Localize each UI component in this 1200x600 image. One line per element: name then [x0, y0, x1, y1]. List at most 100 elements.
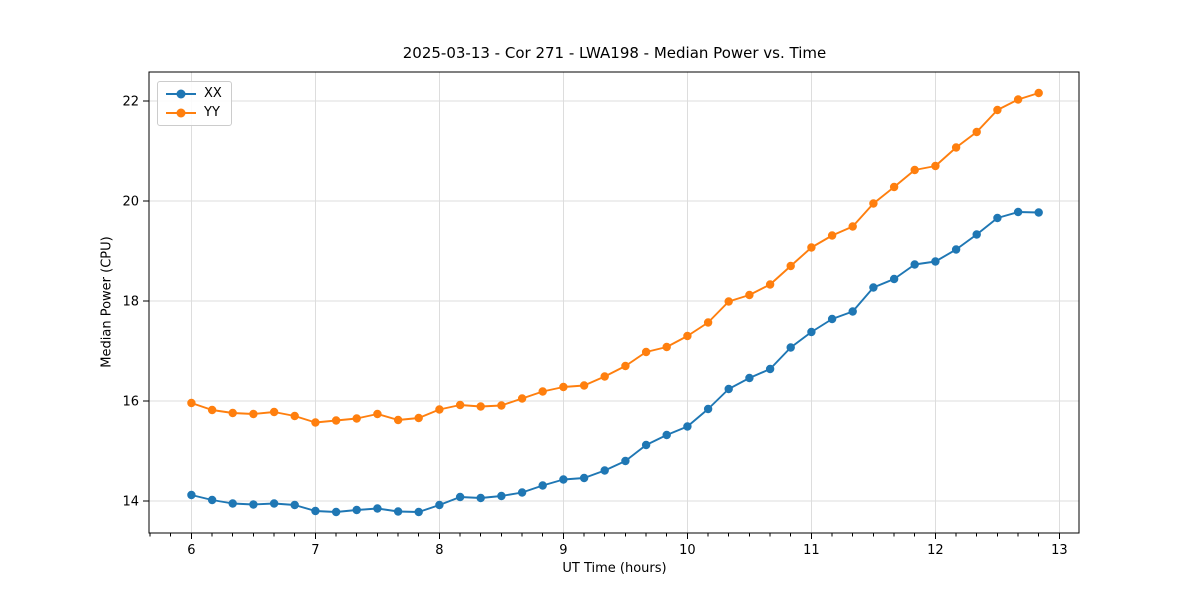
data-point-yy	[414, 413, 423, 423]
data-point-yy	[683, 331, 692, 341]
x-tick-label: 8	[435, 543, 443, 558]
data-point-yy	[517, 394, 527, 403]
data-point-yy	[931, 161, 940, 171]
data-point-xx	[269, 499, 279, 508]
data-point-xx	[621, 456, 630, 466]
data-point-xx	[910, 260, 919, 269]
data-point-yy	[476, 402, 485, 411]
data-point-xx	[476, 493, 485, 503]
data-point-yy	[1013, 95, 1023, 104]
data-point-yy	[827, 231, 837, 240]
data-point-xx	[993, 213, 1002, 223]
data-point-xx	[972, 230, 981, 239]
data-point-yy	[765, 280, 775, 289]
data-point-yy	[559, 382, 568, 392]
data-point-yy	[207, 405, 217, 415]
data-point-xx	[414, 507, 423, 517]
data-point-yy	[269, 407, 279, 417]
data-point-yy	[703, 318, 713, 327]
data-point-yy	[373, 409, 382, 419]
data-point-xx	[228, 499, 237, 508]
y-tick-label: 22	[122, 95, 139, 110]
data-point-yy	[455, 400, 465, 410]
series-line-yy	[191, 92, 1039, 424]
data-point-xx	[249, 500, 258, 509]
data-point-yy	[579, 381, 589, 390]
data-point-xx	[435, 500, 444, 510]
data-point-yy	[869, 199, 878, 208]
legend-entry-yy: YY	[165, 105, 222, 121]
data-point-xx	[745, 373, 754, 383]
chart-title: 2025-03-13 - Cor 271 - LWA198 - Median P…	[402, 44, 827, 62]
data-point-xx	[724, 384, 733, 394]
data-point-xx	[827, 314, 837, 324]
x-tick-label: 10	[679, 543, 696, 558]
data-point-yy	[786, 261, 795, 271]
legend-line-marker-icon	[166, 89, 196, 99]
data-point-xx	[931, 257, 940, 266]
y-tick-label: 16	[122, 395, 139, 410]
data-point-xx	[869, 283, 878, 292]
data-point-xx	[600, 466, 609, 475]
legend-entry-xx: XX	[165, 86, 222, 102]
legend-label-xx: XX	[204, 86, 222, 101]
data-point-yy	[228, 408, 237, 418]
data-point-xx	[1034, 208, 1043, 217]
data-point-yy	[331, 416, 341, 425]
data-point-yy	[745, 290, 754, 300]
data-point-yy	[249, 409, 258, 419]
data-point-yy	[724, 297, 733, 306]
data-point-xx	[331, 507, 341, 517]
data-point-yy	[290, 411, 299, 421]
data-point-yy	[910, 165, 919, 175]
data-point-xx	[187, 490, 196, 500]
data-point-xx	[352, 505, 361, 515]
data-point-yy	[951, 143, 961, 152]
data-point-yy	[393, 415, 403, 425]
y-axis-label: Median Power (CPU)	[99, 236, 115, 368]
data-point-yy	[972, 127, 981, 137]
axes-spines	[148, 71, 1080, 534]
data-point-yy	[889, 182, 899, 192]
data-point-yy	[993, 105, 1002, 115]
data-point-xx	[786, 343, 795, 352]
data-point-xx	[373, 504, 382, 513]
data-point-xx	[765, 364, 775, 374]
data-point-xx	[807, 327, 816, 337]
data-point-xx	[311, 506, 320, 516]
data-point-xx	[889, 274, 899, 284]
y-tick-label: 14	[122, 495, 139, 510]
data-point-yy	[848, 222, 857, 231]
data-point-xx	[538, 481, 547, 490]
data-point-xx	[703, 404, 713, 414]
data-point-yy	[621, 361, 630, 371]
legend: XX YY	[157, 81, 232, 126]
data-point-yy	[187, 398, 196, 408]
data-point-xx	[497, 491, 506, 501]
series-line-xx	[191, 211, 1039, 513]
data-point-xx	[207, 495, 217, 505]
data-point-yy	[600, 372, 609, 381]
data-point-xx	[393, 507, 403, 516]
data-point-xx	[662, 430, 671, 440]
legend-label-yy: YY	[204, 105, 220, 120]
x-tick-label: 9	[559, 543, 567, 558]
data-point-yy	[1034, 88, 1043, 98]
y-tick-label: 20	[122, 195, 139, 210]
data-point-yy	[435, 405, 444, 414]
data-point-yy	[538, 387, 547, 396]
data-point-xx	[290, 500, 299, 510]
data-point-xx	[1013, 207, 1023, 217]
data-point-xx	[683, 422, 692, 431]
data-point-xx	[517, 488, 527, 497]
data-point-xx	[579, 473, 589, 483]
x-tick-label: 13	[1051, 543, 1068, 558]
x-tick-label: 6	[187, 543, 195, 558]
data-point-xx	[951, 245, 961, 254]
data-point-xx	[848, 307, 857, 316]
data-point-yy	[352, 414, 361, 423]
data-point-yy	[497, 401, 506, 410]
legend-line-marker-icon	[166, 108, 196, 118]
